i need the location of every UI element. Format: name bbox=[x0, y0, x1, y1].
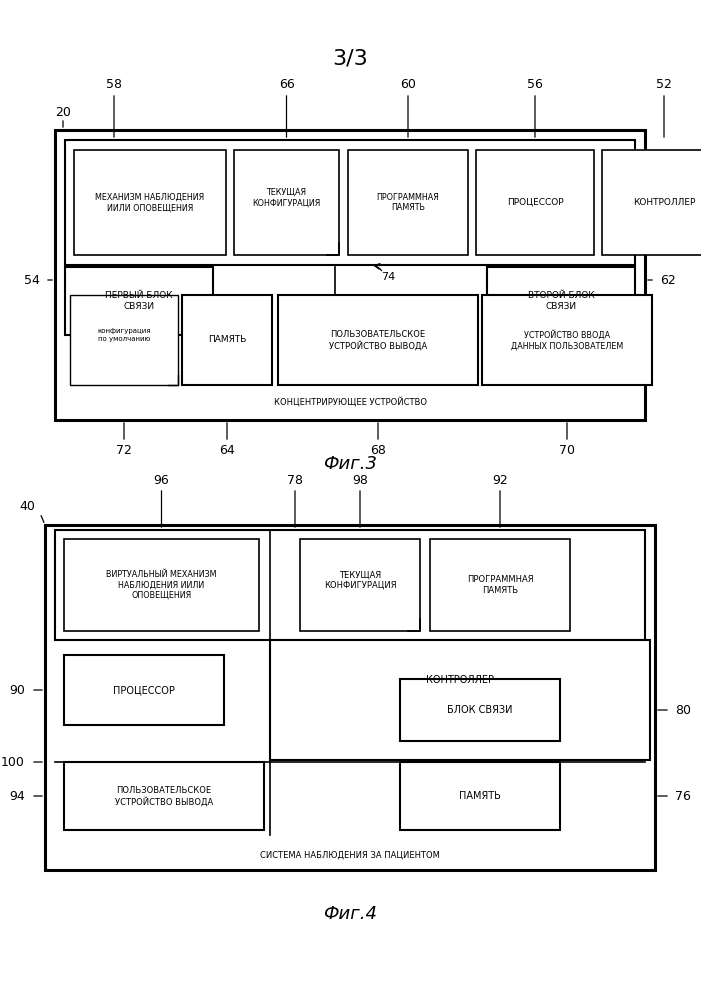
Text: ПЕРВЫЙ БЛОК
СВЯЗИ: ПЕРВЫЙ БЛОК СВЯЗИ bbox=[105, 292, 173, 311]
Bar bbox=[430, 539, 570, 631]
Bar bbox=[182, 295, 272, 385]
Text: ПОЛЬЗОВАТЕЛЬСКОЕ
УСТРОЙСТВО ВЫВОДА: ПОЛЬЗОВАТЕЛЬСКОЕ УСТРОЙСТВО ВЫВОДА bbox=[329, 330, 427, 351]
Bar bbox=[65, 140, 635, 265]
Text: 54: 54 bbox=[24, 274, 40, 287]
Text: 64: 64 bbox=[219, 444, 235, 457]
Text: ВТОРОЙ БЛОК
СВЯЗИ: ВТОРОЙ БЛОК СВЯЗИ bbox=[528, 292, 594, 311]
Text: 3/3: 3/3 bbox=[332, 49, 368, 69]
Text: Фиг.4: Фиг.4 bbox=[323, 905, 377, 923]
Text: МЕХАНИЗМ НАБЛЮДЕНИЯ
ИИЛИ ОПОВЕЩЕНИЯ: МЕХАНИЗМ НАБЛЮДЕНИЯ ИИЛИ ОПОВЕЩЕНИЯ bbox=[95, 193, 205, 212]
Bar bbox=[234, 150, 339, 255]
Text: ПАМЯТЬ: ПАМЯТЬ bbox=[459, 791, 501, 801]
Bar bbox=[64, 762, 264, 830]
Text: ПРОГРАММНАЯ
ПАМЯТЬ: ПРОГРАММНАЯ ПАМЯТЬ bbox=[376, 193, 440, 212]
Bar bbox=[400, 679, 560, 741]
Bar bbox=[487, 267, 635, 335]
Text: 62: 62 bbox=[660, 274, 676, 287]
Text: Фиг.3: Фиг.3 bbox=[323, 455, 377, 473]
Text: 58: 58 bbox=[106, 79, 122, 92]
Text: 76: 76 bbox=[675, 789, 691, 802]
Text: 68: 68 bbox=[370, 444, 386, 457]
Bar bbox=[55, 130, 645, 420]
Text: 80: 80 bbox=[675, 703, 691, 716]
Text: 74: 74 bbox=[381, 272, 395, 282]
Bar bbox=[348, 150, 468, 255]
Bar bbox=[55, 530, 645, 640]
Text: 56: 56 bbox=[527, 79, 543, 92]
Bar bbox=[300, 539, 420, 631]
Bar bbox=[74, 150, 226, 255]
Text: ПРОГРАММНАЯ
ПАМЯТЬ: ПРОГРАММНАЯ ПАМЯТЬ bbox=[467, 575, 533, 594]
Text: 96: 96 bbox=[154, 474, 170, 487]
Text: 94: 94 bbox=[9, 789, 25, 802]
Bar bbox=[270, 640, 650, 760]
Text: ПОЛЬЗОВАТЕЛЬСКОЕ
УСТРОЙСТВО ВЫВОДА: ПОЛЬЗОВАТЕЛЬСКОЕ УСТРОЙСТВО ВЫВОДА bbox=[115, 786, 213, 806]
Bar bbox=[400, 762, 560, 830]
Text: 90: 90 bbox=[9, 683, 25, 696]
Text: БЛОК СВЯЗИ: БЛОК СВЯЗИ bbox=[447, 705, 512, 715]
Text: ТЕКУЩАЯ
КОНФИГУРАЦИЯ: ТЕКУЩАЯ КОНФИГУРАЦИЯ bbox=[324, 570, 396, 589]
Text: 66: 66 bbox=[278, 79, 294, 92]
Bar bbox=[476, 150, 594, 255]
Bar bbox=[64, 539, 259, 631]
Text: 98: 98 bbox=[352, 474, 368, 487]
Text: ТЕКУЩАЯ
КОНФИГУРАЦИЯ: ТЕКУЩАЯ КОНФИГУРАЦИЯ bbox=[252, 188, 320, 207]
Bar bbox=[278, 295, 478, 385]
Text: ПРОЦЕССОР: ПРОЦЕССОР bbox=[507, 198, 564, 207]
Text: ПАМЯТЬ: ПАМЯТЬ bbox=[207, 336, 246, 345]
Text: 40: 40 bbox=[19, 500, 35, 513]
Text: конфигурация
по умолчанию: конфигурация по умолчанию bbox=[97, 329, 151, 342]
Text: СИСТЕМА НАБЛЮДЕНИЯ ЗА ПАЦИЕНТОМ: СИСТЕМА НАБЛЮДЕНИЯ ЗА ПАЦИЕНТОМ bbox=[260, 850, 440, 859]
Text: 52: 52 bbox=[656, 79, 672, 92]
Text: 92: 92 bbox=[492, 474, 508, 487]
Text: 100: 100 bbox=[1, 755, 25, 768]
Bar bbox=[602, 150, 701, 255]
Bar bbox=[70, 295, 178, 385]
Text: 20: 20 bbox=[55, 106, 71, 119]
Text: КОНТРОЛЛЕР: КОНТРОЛЛЕР bbox=[633, 198, 695, 207]
Text: ПРОЦЕССОР: ПРОЦЕССОР bbox=[113, 685, 175, 695]
Bar bbox=[45, 525, 655, 870]
Text: 72: 72 bbox=[116, 444, 132, 457]
Bar bbox=[65, 267, 213, 335]
Text: 70: 70 bbox=[559, 444, 575, 457]
Text: КОНЦЕНТРИРУЮЩЕЕ УСТРОЙСТВО: КОНЦЕНТРИРУЮЩЕЕ УСТРОЙСТВО bbox=[273, 397, 426, 407]
Text: КОНТРОЛЛЕР: КОНТРОЛЛЕР bbox=[426, 675, 494, 685]
Text: УСТРОЙСТВО ВВОДА
ДАННЫХ ПОЛЬЗОВАТЕЛЕМ: УСТРОЙСТВО ВВОДА ДАННЫХ ПОЛЬЗОВАТЕЛЕМ bbox=[511, 330, 623, 350]
Text: 78: 78 bbox=[287, 474, 303, 487]
Text: 60: 60 bbox=[400, 79, 416, 92]
Text: ВИРТУАЛЬНЫЙ МЕХАНИЗМ
НАБЛЮДЕНИЯ ИИЛИ
ОПОВЕЩЕНИЯ: ВИРТУАЛЬНЫЙ МЕХАНИЗМ НАБЛЮДЕНИЯ ИИЛИ ОПО… bbox=[107, 570, 217, 600]
Bar bbox=[482, 295, 652, 385]
Bar bbox=[64, 655, 224, 725]
